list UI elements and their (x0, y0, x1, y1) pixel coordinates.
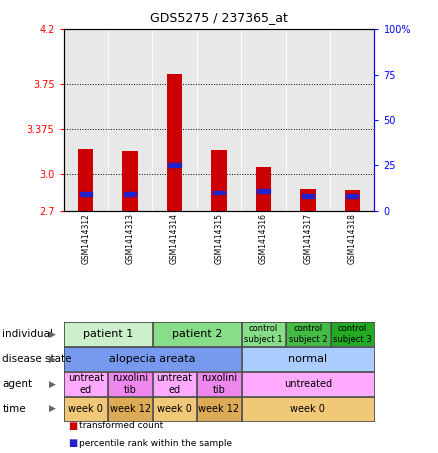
Text: untreat
ed: untreat ed (68, 373, 104, 395)
Text: week 0: week 0 (290, 404, 325, 414)
Bar (302, 194, 314, 198)
Bar (213, 191, 225, 194)
Text: ■: ■ (68, 421, 77, 431)
Text: week 0: week 0 (157, 404, 192, 414)
Text: patient 1: patient 1 (83, 329, 133, 339)
Text: GDS5275 / 237365_at: GDS5275 / 237365_at (150, 11, 288, 24)
Text: ▶: ▶ (49, 380, 56, 388)
Bar (345, 190, 360, 211)
Bar (78, 149, 93, 211)
Text: percentile rank within the sample: percentile rank within the sample (79, 439, 232, 448)
Text: ▶: ▶ (49, 405, 56, 413)
Text: week 0: week 0 (68, 404, 103, 414)
Bar (300, 189, 316, 211)
Text: normal: normal (288, 354, 328, 364)
Text: transformed count: transformed count (79, 421, 163, 430)
Text: untreated: untreated (284, 379, 332, 389)
Text: week 12: week 12 (198, 404, 240, 414)
Text: control
subject 2: control subject 2 (289, 324, 327, 344)
Bar (256, 167, 271, 211)
Text: control
subject 3: control subject 3 (333, 324, 371, 344)
Text: individual: individual (2, 329, 53, 339)
Text: ▶: ▶ (49, 355, 56, 363)
Text: patient 2: patient 2 (172, 329, 222, 339)
Text: ▶: ▶ (49, 330, 56, 338)
Bar (168, 164, 181, 167)
Text: disease state: disease state (2, 354, 72, 364)
Bar (257, 189, 270, 193)
Bar (124, 193, 136, 196)
Text: ruxolini
tib: ruxolini tib (112, 373, 148, 395)
Text: control
subject 1: control subject 1 (244, 324, 283, 344)
Text: untreat
ed: untreat ed (156, 373, 193, 395)
Text: ruxolini
tib: ruxolini tib (201, 373, 237, 395)
Bar (80, 193, 92, 196)
Text: week 12: week 12 (110, 404, 151, 414)
Text: ■: ■ (68, 438, 77, 448)
Bar (211, 150, 227, 211)
Text: agent: agent (2, 379, 32, 389)
Bar (346, 194, 358, 198)
Bar (122, 151, 138, 211)
Text: time: time (2, 404, 26, 414)
Bar (167, 74, 182, 211)
Text: alopecia areata: alopecia areata (109, 354, 196, 364)
